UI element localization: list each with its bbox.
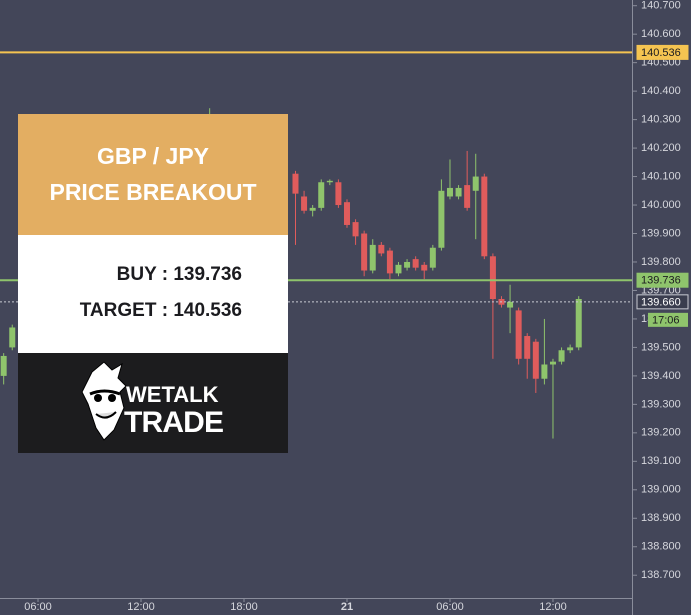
x-tick-label: 18:00 [230,601,258,613]
y-tick-label: 140.700 [641,0,681,12]
y-tick-label: 138.700 [641,569,681,581]
candle-body [558,350,565,362]
y-tick-label: 139.100 [641,455,681,467]
candle-body [507,301,514,308]
y-tick-label: 140.100 [641,170,681,182]
card-footer [18,353,288,453]
time-box [648,312,688,327]
candle-body [386,250,393,274]
logo-word-2: TRADE [124,406,224,439]
price-box [636,294,689,310]
card-body [18,235,288,353]
candle-body [352,222,359,237]
x-tick-label: 12:00 [127,601,155,613]
candle-body [481,176,488,257]
y-tick-label: 139.000 [641,484,681,496]
y-tick-label: 139.900 [641,227,681,239]
price-box-label: 139.736 [641,275,681,287]
candle-body [343,202,350,225]
candle-body [361,233,368,271]
card-pair: GBP / JPY [97,143,209,169]
candle-body [326,180,333,183]
candle-body [515,310,522,359]
y-tick-label: 140.600 [641,28,681,40]
card-buy: BUY : 139.736 [117,264,242,285]
candle-body [541,364,548,379]
candle-body [464,185,471,208]
candle-body [472,176,479,191]
y-tick-label: 139.500 [641,341,681,353]
price-box-label: 139.660 [641,296,681,308]
candle-body [575,299,582,348]
price-box-label: 140.536 [641,47,681,59]
candle-body [438,190,445,248]
y-tick-label: 139.200 [641,427,681,439]
candle-body [567,347,574,351]
candle-body [395,264,402,274]
x-tick-label: 12:00 [539,601,567,613]
candle-body [309,207,316,211]
candle-body [378,244,385,254]
candle-body [318,182,325,208]
candle-body [446,187,453,197]
candle-body [524,336,531,359]
card-headline: PRICE BREAKOUT [49,179,256,205]
y-tick-label: 139.300 [641,398,681,410]
candle-body [532,341,539,379]
y-tick-label: 138.900 [641,512,681,524]
candle-body [489,256,496,299]
candle-body [404,261,411,268]
card-header [18,114,288,235]
candle-body [369,244,376,271]
candle-body [421,264,428,271]
candle-body [0,355,7,376]
candle-body [455,187,462,197]
y-tick-label: 139.400 [641,370,681,382]
y-tick-label: 140.200 [641,142,681,154]
time-box-label: 17:06 [652,314,680,326]
candle-body [301,196,308,211]
y-tick-label: 139.800 [641,256,681,268]
candle-body [9,327,16,348]
y-tick-label: 140.300 [641,114,681,126]
logo-word-1: WETALK [126,382,219,407]
price-box [636,272,689,288]
y-tick-label: 140.400 [641,85,681,97]
candle-body [429,247,436,268]
candle-body [335,182,342,206]
promo-card: GBP / JPY PRICE BREAKOUT BUY : 139.736 T… [18,114,288,453]
y-tick-label: 140.000 [641,199,681,211]
candle-body [292,173,299,194]
x-tick-label: 06:00 [436,601,464,613]
card-target: TARGET : 140.536 [80,300,242,321]
x-tick-label: 06:00 [24,601,52,613]
candle-body [549,361,556,365]
candle-body [412,259,419,268]
y-tick-label: 140.500 [641,57,681,69]
x-tick-label: 21 [341,601,353,613]
y-tick-label: 138.800 [641,541,681,553]
logo-mascot [81,361,127,441]
price-box [636,44,689,60]
